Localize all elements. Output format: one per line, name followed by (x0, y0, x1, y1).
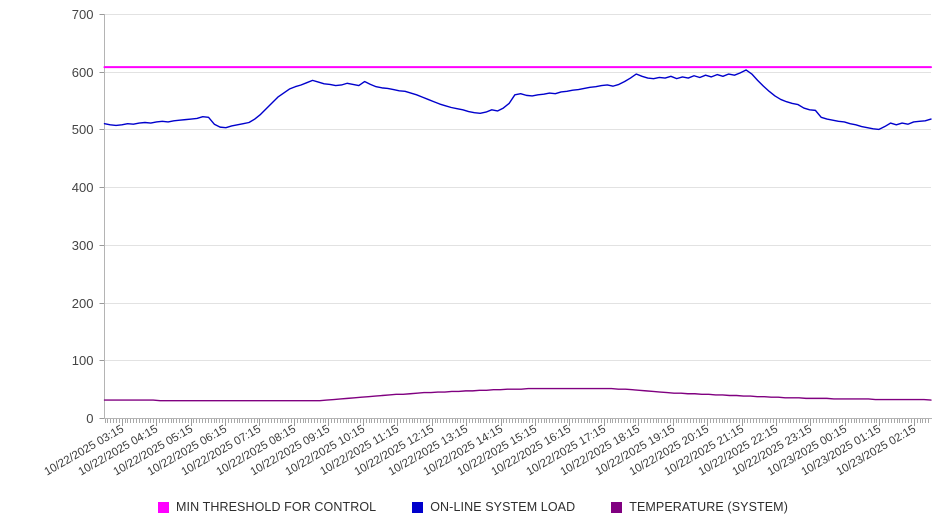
legend-swatch-icon (158, 501, 170, 513)
y-axis-tick-label: 400 (72, 180, 94, 195)
series-line-2 (103, 387, 932, 402)
y-axis-tick-label: 700 (72, 7, 94, 22)
x-axis-major-ticks (122, 418, 915, 426)
legend-swatch-icon (412, 501, 424, 513)
y-axis-tick-label: 300 (72, 238, 94, 253)
chart-legend: MIN THRESHOLD FOR CONTROL ON-LINE SYSTEM … (0, 492, 946, 522)
y-axis-tick-labels: 0 100 200 300 400 500 600 700 (72, 7, 94, 426)
legend-item[interactable]: TEMPERATURE (SYSTEM) (611, 500, 788, 514)
gridlines (104, 14, 931, 361)
y-axis-tick-marks (99, 14, 105, 419)
y-axis-tick-label: 600 (72, 65, 94, 80)
line-chart-plot: 0 100 200 300 400 500 600 700 10/22/2025 03:151… (42, 7, 932, 478)
legend-item-label: MIN THRESHOLD FOR CONTROL (176, 500, 377, 514)
data-series (103, 66, 932, 402)
y-axis-tick-label: 100 (72, 353, 94, 368)
legend-item-label: ON-LINE SYSTEM LOAD (430, 500, 576, 514)
legend-item-label: TEMPERATURE (SYSTEM) (629, 500, 788, 514)
y-axis-tick-label: 0 (86, 411, 93, 426)
y-axis-tick-label: 500 (72, 122, 94, 137)
series-line-1 (103, 69, 932, 131)
legend-swatch-icon (611, 501, 623, 513)
legend-item[interactable]: MIN THRESHOLD FOR CONTROL (158, 500, 376, 514)
y-axis-tick-label: 200 (72, 296, 94, 311)
legend-item[interactable]: ON-LINE SYSTEM LOAD (412, 500, 575, 514)
